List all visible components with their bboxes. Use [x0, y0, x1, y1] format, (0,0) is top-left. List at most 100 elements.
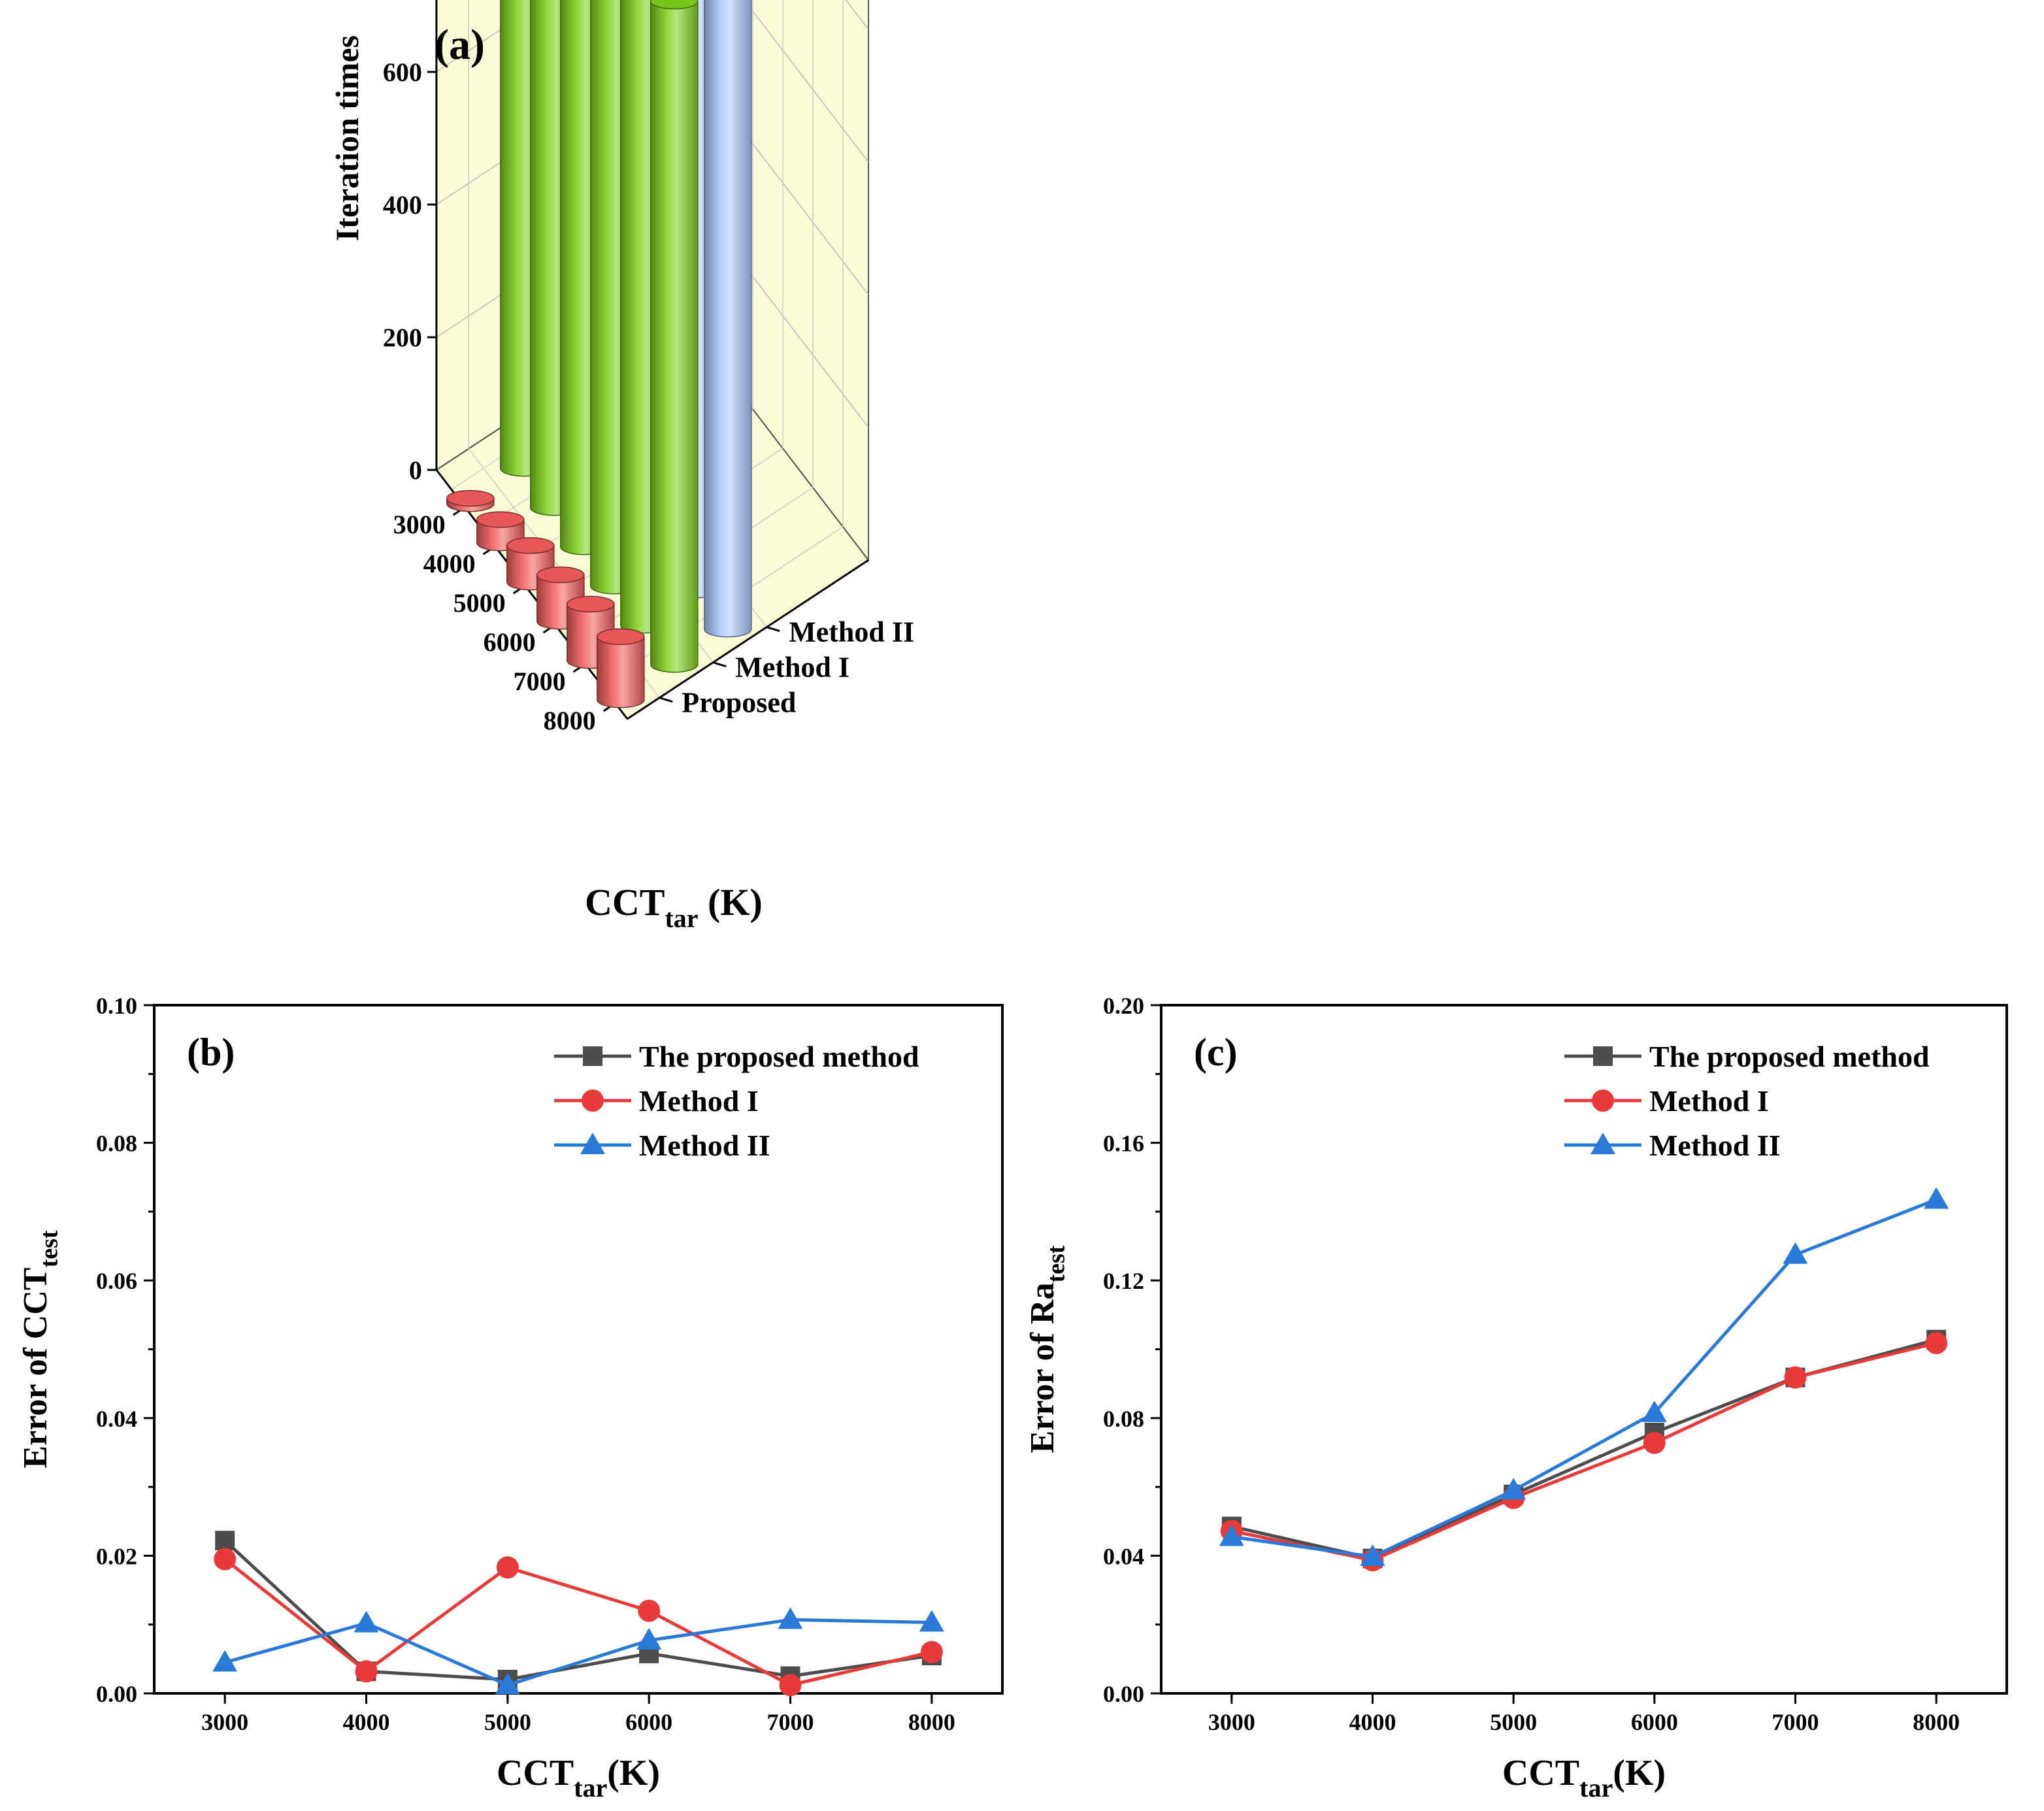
x-tick-label: 8000	[908, 1709, 955, 1735]
legend-label: Method I	[1649, 1084, 1769, 1118]
panel-label: (c)	[1194, 1031, 1238, 1074]
label-sub: tar	[665, 904, 698, 933]
circle-marker	[214, 1548, 237, 1570]
x-tick-label: 7000	[514, 667, 566, 696]
cylinder-top	[446, 490, 495, 507]
z-axis-title: Iteration times	[329, 35, 365, 241]
label-tail: (K)	[699, 881, 763, 923]
y-tick-label: 0.12	[1103, 1268, 1144, 1294]
series-0	[215, 1531, 942, 1689]
cylinder-top	[506, 537, 555, 554]
legend-label: Method II	[1649, 1129, 1781, 1162]
x-tick-label: 6000	[625, 1709, 672, 1735]
y-tick-label: 0.00	[1103, 1681, 1144, 1707]
x-axis-title: CCTtar (K)	[585, 881, 763, 933]
series-2	[1219, 1187, 1949, 1566]
series-line	[224, 1618, 932, 1687]
x-tick-label: 5000	[453, 588, 506, 618]
y-tick-label: 0.16	[1103, 1131, 1144, 1157]
circle-marker	[638, 1599, 661, 1622]
z-tick-label: 200	[383, 323, 422, 352]
y-tick-label: Method I	[735, 652, 849, 684]
label-sub: tar	[574, 1773, 607, 1803]
y-tick	[766, 626, 780, 633]
x-tick-label: 6000	[1631, 1709, 1678, 1735]
legend-label: Method I	[639, 1084, 759, 1118]
triangle-marker	[636, 1627, 662, 1650]
triangle-marker	[919, 1610, 944, 1632]
square-marker	[583, 1046, 602, 1066]
x-axis-title: CCTtar(K)	[1502, 1753, 1666, 1803]
y-tick-label: 0.08	[96, 1131, 137, 1157]
panel-c: 0.00 0.04 0.08 0.12 0.16 0.20 3000 4000 5000 6000…	[1024, 993, 2008, 1803]
x-tick-label: 7000	[1772, 1709, 1819, 1735]
triangle-marker	[1360, 1544, 1385, 1566]
x-axis-title: CCTtar(K)	[497, 1753, 660, 1803]
x-tick-label: 4000	[1349, 1709, 1396, 1735]
cylinder-top	[536, 566, 585, 584]
triangle-marker	[580, 1133, 605, 1154]
series-line	[223, 1539, 932, 1682]
triangle-marker	[1591, 1133, 1615, 1154]
legend-label: The proposed method	[639, 1040, 919, 1073]
label-main: CCT	[1502, 1753, 1579, 1793]
label-sub: test	[36, 1230, 63, 1267]
y-tick-label: 0.04	[96, 1406, 137, 1432]
label-main: CCT	[585, 881, 665, 923]
triangle-marker	[354, 1610, 379, 1633]
cylinder-bar	[704, 0, 752, 638]
x-tick-label: 6000	[484, 627, 536, 657]
cylinder-bar	[597, 628, 645, 708]
circle-marker	[779, 1674, 802, 1697]
square-marker	[215, 1531, 235, 1551]
triangle-marker	[1783, 1242, 1808, 1264]
x-tick-label: 3000	[1208, 1709, 1255, 1735]
label-sub: test	[1043, 1245, 1070, 1282]
circle-marker	[920, 1640, 943, 1663]
z-tick-label: 600	[383, 58, 422, 87]
x-tick-label: 4000	[423, 549, 476, 578]
triangle-marker	[1641, 1400, 1667, 1422]
circle-marker	[496, 1556, 519, 1579]
x-tick-label: 8000	[1913, 1709, 1960, 1735]
cylinder-top	[650, 0, 699, 10]
label-tail: (K)	[1613, 1753, 1666, 1793]
cylinder-body	[650, 0, 699, 673]
circle-marker	[1925, 1332, 1948, 1355]
y-tick-label: 0.04	[1103, 1543, 1144, 1569]
cylinder-body	[597, 636, 645, 708]
y-axis-title: Error of CCTtest	[17, 1230, 63, 1468]
x-tick-label: 4000	[343, 1709, 390, 1735]
x-tick-label: 3000	[201, 1709, 248, 1735]
series-line	[223, 1557, 932, 1687]
y-tick-label: 0.20	[1103, 993, 1144, 1019]
y-tick-label: 0.02	[96, 1543, 137, 1569]
label-main: CCT	[497, 1753, 574, 1793]
circle-marker	[1784, 1366, 1807, 1389]
y-tick-label: 0.08	[1103, 1406, 1144, 1432]
z-tick-label: 0	[409, 456, 422, 485]
series-line	[1231, 1198, 1937, 1559]
x-tick-label: 5000	[1490, 1709, 1537, 1735]
panel-label: (b)	[187, 1031, 235, 1074]
y-tick-label: Method II	[789, 616, 914, 648]
circle-marker	[355, 1660, 378, 1683]
y-tick	[712, 661, 727, 668]
series-1	[214, 1548, 943, 1697]
triangle-marker	[1501, 1478, 1526, 1500]
cylinder-bar	[650, 0, 699, 673]
panel-a: 02004006008001000Iteration times30004000…	[329, 0, 914, 933]
triangle-marker	[495, 1672, 520, 1695]
panel-b: 0.00 0.02 0.04 0.06 0.08 0.10 3000 4000 5000 6000…	[17, 993, 1004, 1803]
triangle-marker	[212, 1650, 238, 1672]
y-axis-title: Error of Ratest	[1024, 1245, 1070, 1453]
cylinder-bar	[446, 490, 495, 512]
y-tick	[659, 697, 673, 703]
series-line	[1231, 1338, 1937, 1561]
cylinder-top	[567, 595, 615, 613]
cylinder-body	[704, 0, 752, 638]
cylinder-top	[476, 511, 525, 528]
y-tick-label: 0.06	[96, 1268, 137, 1294]
triangle-marker	[778, 1607, 803, 1629]
triangle-marker	[1219, 1524, 1244, 1546]
